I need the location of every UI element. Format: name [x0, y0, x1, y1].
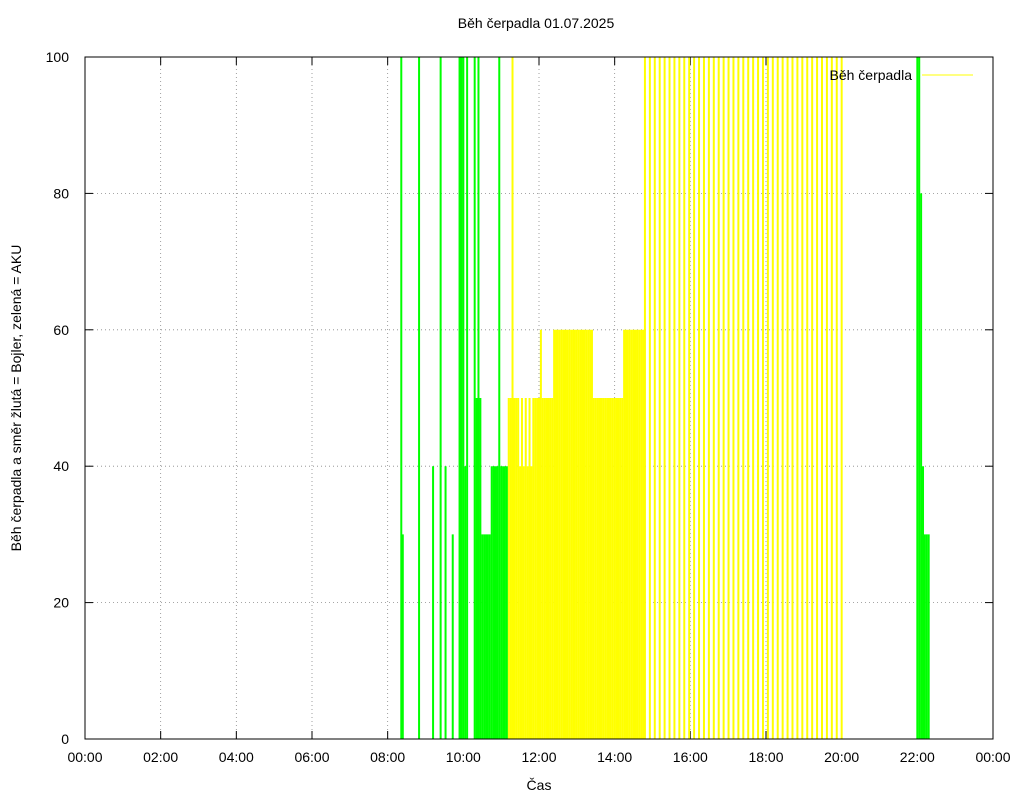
x-tick-label: 08:00: [370, 749, 405, 765]
x-tick-label: 00:00: [975, 749, 1010, 765]
x-tick-label: 16:00: [673, 749, 708, 765]
legend-label: Běh čerpadla: [829, 67, 912, 83]
x-axis-label: Čas: [527, 777, 552, 793]
y-tick-label: 20: [53, 595, 69, 611]
x-tick-label: 22:00: [900, 749, 935, 765]
x-tick-label: 06:00: [294, 749, 329, 765]
x-tick-label: 04:00: [219, 749, 254, 765]
x-tick-label: 10:00: [446, 749, 481, 765]
x-tick-label: 20:00: [824, 749, 859, 765]
plot-frame: [84, 56, 994, 740]
y-tick-label: 40: [53, 458, 69, 474]
x-tick-label: 14:00: [597, 749, 632, 765]
y-tick-label: 100: [46, 49, 70, 65]
chart-title: Běh čerpadla 01.07.2025: [458, 15, 615, 31]
x-tick-label: 18:00: [748, 749, 783, 765]
x-tick-label: 00:00: [67, 749, 102, 765]
y-tick-label: 60: [53, 322, 69, 338]
y-tick-label: 80: [53, 185, 69, 201]
y-tick-label: 0: [61, 731, 69, 747]
x-tick-label: 12:00: [521, 749, 556, 765]
y-axis-label: Běh čerpadla a směr žlutá = Bojler, zele…: [8, 245, 24, 552]
x-tick-label: 02:00: [143, 749, 178, 765]
